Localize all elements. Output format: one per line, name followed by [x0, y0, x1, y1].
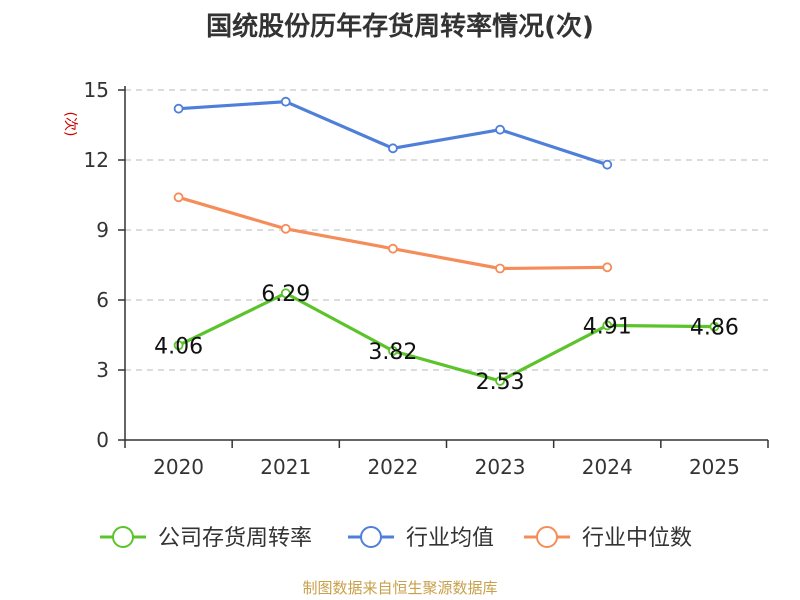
data-point: [280, 223, 291, 234]
legend-label: 公司存货周转率: [158, 526, 312, 551]
axes: 0 3 6 9 12 15 (次) 2020 2021 2022 2023 2024 2025: [62, 78, 769, 479]
gridlines: [125, 89, 768, 371]
data-point: [495, 376, 505, 386]
data-point: [602, 262, 613, 273]
data-point: [388, 143, 398, 154]
legend-label: 行业均值: [406, 526, 494, 551]
data-point: [495, 124, 505, 135]
series: [173, 96, 720, 386]
y-axis-label: (次): [62, 112, 78, 137]
series-line: [177, 291, 715, 383]
y-tick-label: 15: [84, 78, 109, 102]
data-label: 3.82: [368, 340, 417, 365]
data-point: [173, 103, 184, 114]
source-footer: 制图数据来自恒生聚源数据库: [302, 579, 498, 597]
data-label: 4.06: [154, 334, 203, 359]
data-label: 2.53: [476, 370, 525, 395]
y-tick-label: 0: [96, 428, 109, 452]
x-tick-label: 2025: [689, 455, 740, 479]
data-point: [388, 345, 398, 356]
legend-swatch-marker: [360, 526, 382, 548]
data-point: [388, 243, 398, 254]
data-point: [280, 288, 291, 299]
data-point: [280, 96, 291, 107]
data-label: 4.91: [583, 314, 632, 339]
data-point: [602, 320, 613, 331]
y-tick-label: 9: [96, 218, 109, 242]
data-point: [495, 263, 505, 274]
legend-label: 行业中位数: [582, 526, 692, 551]
data-point: [709, 321, 720, 332]
y-tick-label: 6: [96, 288, 109, 312]
data-label: 4.86: [690, 316, 739, 341]
y-tick-label: 12: [84, 148, 109, 172]
legend-swatch-marker: [536, 526, 558, 548]
y-tick-label: 3: [96, 358, 109, 382]
x-tick-label: 2020: [153, 455, 204, 479]
data-labels: 4.06 6.29 3.82 2.53 4.91 4.86: [154, 282, 739, 395]
data-label: 6.29: [261, 282, 310, 307]
legend-swatch-marker: [112, 526, 134, 548]
x-tick-label: 2023: [475, 455, 526, 479]
data-point: [602, 159, 613, 170]
x-tick-label: 2024: [582, 455, 633, 479]
legend: 公司存货周转率 行业均值 行业中位数: [100, 526, 692, 551]
chart-title: 国统股份历年存货周转率情况(次): [206, 12, 594, 42]
data-point: [173, 192, 184, 203]
x-tick-label: 2022: [367, 455, 418, 479]
series-line: [178, 195, 608, 271]
x-tick-label: 2021: [260, 455, 311, 479]
data-point: [173, 340, 184, 351]
series-line: [178, 100, 608, 167]
